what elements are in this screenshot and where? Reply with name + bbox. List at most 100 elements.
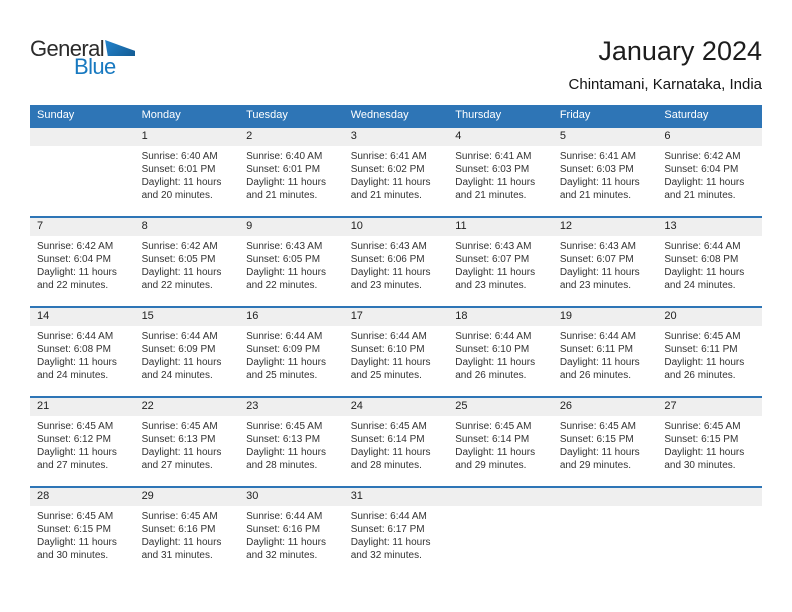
day-details: Sunrise: 6:45 AM Sunset: 6:15 PM Daylight:… xyxy=(553,416,658,472)
topbar: General Blue January 2024 Chintamani, Ka… xyxy=(0,0,792,93)
day-number: 19 xyxy=(552,308,658,326)
sunset-text: Sunset: 6:02 PM xyxy=(350,164,425,175)
sunset-text: Sunset: 6:16 PM xyxy=(246,524,321,535)
day-cell-5: 5 Sunrise: 6:41 AM Sunset: 6:03 PM Daylight… xyxy=(552,126,658,217)
sunset-text: Sunset: 6:07 PM xyxy=(455,254,530,265)
day-cell-9: 9 Sunrise: 6:43 AM Sunset: 6:05 PM Daylight… xyxy=(239,216,344,307)
daylight-text: Daylight: 11 hours and 23 minutes. xyxy=(559,267,640,291)
sunset-text: Sunset: 6:06 PM xyxy=(350,254,425,265)
sunset-text: Sunset: 6:13 PM xyxy=(141,434,216,445)
day-details: Sunrise: 6:45 AM Sunset: 6:11 PM Daylight:… xyxy=(657,326,762,382)
day-number: 15 xyxy=(134,308,240,326)
day-number: 7 xyxy=(30,218,135,236)
daylight-text: Daylight: 11 hours and 27 minutes. xyxy=(37,447,117,471)
day-cell-22: 22 Sunrise: 6:45 AM Sunset: 6:13 PM Dayligh… xyxy=(134,396,240,487)
day-number: 28 xyxy=(30,488,135,506)
day-number: 24 xyxy=(343,398,449,416)
day-cell-15: 15 Sunrise: 6:44 AM Sunset: 6:09 PM Dayligh… xyxy=(134,306,240,397)
logo-text-blue: Blue xyxy=(74,54,116,79)
daylight-text: Daylight: 11 hours and 28 minutes. xyxy=(350,447,431,471)
day-cell-7: 7 Sunrise: 6:42 AM Sunset: 6:04 PM Daylight… xyxy=(30,216,135,307)
day-number: 18 xyxy=(448,308,553,326)
sunrise-text: Sunrise: 6:43 AM xyxy=(246,241,323,252)
sunrise-text: Sunrise: 6:45 AM xyxy=(141,511,218,522)
day-number: 6 xyxy=(657,128,762,146)
sunrise-text: Sunrise: 6:41 AM xyxy=(350,151,427,162)
day-number: 20 xyxy=(657,308,762,326)
daylight-text: Daylight: 11 hours and 32 minutes. xyxy=(246,537,326,561)
day-number: 12 xyxy=(552,218,658,236)
daylight-text: Daylight: 11 hours and 26 minutes. xyxy=(664,357,745,381)
day-number: 25 xyxy=(448,398,553,416)
day-cell-4: 4 Sunrise: 6:41 AM Sunset: 6:03 PM Daylight… xyxy=(448,126,553,217)
daylight-text: Daylight: 11 hours and 29 minutes. xyxy=(559,447,640,471)
day-details: Sunrise: 6:45 AM Sunset: 6:12 PM Daylight:… xyxy=(30,416,135,472)
day-cell-16: 16 Sunrise: 6:44 AM Sunset: 6:09 PM Dayligh… xyxy=(239,306,344,397)
day-number: 13 xyxy=(657,218,762,236)
day-cell-2: 2 Sunrise: 6:40 AM Sunset: 6:01 PM Daylight… xyxy=(239,126,344,217)
week-row: 7 Sunrise: 6:42 AM Sunset: 6:04 PM Daylight… xyxy=(30,216,762,307)
day-number: 2 xyxy=(239,128,344,146)
day-cell-13: 13 Sunrise: 6:44 AM Sunset: 6:08 PM Dayligh… xyxy=(657,216,762,307)
sunrise-text: Sunrise: 6:45 AM xyxy=(664,331,741,342)
daylight-text: Daylight: 11 hours and 31 minutes. xyxy=(141,537,222,561)
sunrise-text: Sunrise: 6:44 AM xyxy=(246,511,323,522)
weekday-header-thursday: Thursday xyxy=(448,105,553,127)
day-cell-11: 11 Sunrise: 6:43 AM Sunset: 6:07 PM Dayligh… xyxy=(448,216,553,307)
day-number: 5 xyxy=(552,128,658,146)
sunset-text: Sunset: 6:01 PM xyxy=(246,164,321,175)
day-details: Sunrise: 6:43 AM Sunset: 6:06 PM Daylight:… xyxy=(344,236,449,292)
day-number: 22 xyxy=(134,398,240,416)
sunrise-text: Sunrise: 6:44 AM xyxy=(37,331,114,342)
sunrise-text: Sunrise: 6:40 AM xyxy=(141,151,218,162)
sunset-text: Sunset: 6:04 PM xyxy=(37,254,111,265)
day-cell-18: 18 Sunrise: 6:44 AM Sunset: 6:10 PM Dayligh… xyxy=(448,306,553,397)
sunset-text: Sunset: 6:17 PM xyxy=(350,524,425,535)
day-details: Sunrise: 6:45 AM Sunset: 6:15 PM Daylight:… xyxy=(30,506,135,562)
sunset-text: Sunset: 6:04 PM xyxy=(664,164,739,175)
day-cell-empty xyxy=(448,486,553,576)
day-details: Sunrise: 6:44 AM Sunset: 6:11 PM Daylight:… xyxy=(553,326,658,382)
sunset-text: Sunset: 6:12 PM xyxy=(37,434,111,445)
day-details: Sunrise: 6:41 AM Sunset: 6:03 PM Daylight:… xyxy=(448,146,553,202)
sunrise-text: Sunrise: 6:45 AM xyxy=(664,421,741,432)
day-number: 9 xyxy=(239,218,344,236)
day-number-empty xyxy=(552,488,658,506)
day-number: 4 xyxy=(448,128,553,146)
sunrise-text: Sunrise: 6:44 AM xyxy=(664,241,741,252)
sunrise-text: Sunrise: 6:44 AM xyxy=(246,331,323,342)
sunrise-text: Sunrise: 6:45 AM xyxy=(37,421,114,432)
sunset-text: Sunset: 6:15 PM xyxy=(664,434,739,445)
location-subtitle: Chintamani, Karnataka, India xyxy=(568,76,762,93)
sunset-text: Sunset: 6:14 PM xyxy=(455,434,530,445)
week-row: 1 Sunrise: 6:40 AM Sunset: 6:01 PM Daylight… xyxy=(30,126,762,217)
day-number: 11 xyxy=(448,218,553,236)
week-row: 14 Sunrise: 6:44 AM Sunset: 6:08 PM Dayligh… xyxy=(30,306,762,397)
day-cell-21: 21 Sunrise: 6:45 AM Sunset: 6:12 PM Dayligh… xyxy=(30,396,135,487)
sunset-text: Sunset: 6:05 PM xyxy=(246,254,321,265)
sunrise-text: Sunrise: 6:41 AM xyxy=(559,151,636,162)
day-cell-12: 12 Sunrise: 6:43 AM Sunset: 6:07 PM Dayligh… xyxy=(552,216,658,307)
daylight-text: Daylight: 11 hours and 21 minutes. xyxy=(455,177,536,201)
daylight-text: Daylight: 11 hours and 21 minutes. xyxy=(246,177,326,201)
day-number: 31 xyxy=(343,488,449,506)
week-row: 28 Sunrise: 6:45 AM Sunset: 6:15 PM Dayligh… xyxy=(30,486,762,576)
day-details: Sunrise: 6:44 AM Sunset: 6:09 PM Daylight:… xyxy=(135,326,240,382)
weekday-header-tuesday: Tuesday xyxy=(239,105,344,127)
sunset-text: Sunset: 6:07 PM xyxy=(559,254,634,265)
sunset-text: Sunset: 6:11 PM xyxy=(664,344,738,355)
daylight-text: Daylight: 11 hours and 26 minutes. xyxy=(455,357,536,381)
sunset-text: Sunset: 6:15 PM xyxy=(37,524,111,535)
sunset-text: Sunset: 6:09 PM xyxy=(246,344,321,355)
day-cell-empty xyxy=(30,126,135,217)
sunrise-text: Sunrise: 6:42 AM xyxy=(664,151,741,162)
day-details: Sunrise: 6:42 AM Sunset: 6:04 PM Daylight:… xyxy=(30,236,135,292)
sunrise-text: Sunrise: 6:43 AM xyxy=(559,241,636,252)
day-cell-empty xyxy=(657,486,762,576)
logo-triangle-icon xyxy=(105,40,136,56)
day-cell-25: 25 Sunrise: 6:45 AM Sunset: 6:14 PM Dayligh… xyxy=(448,396,553,487)
sunset-text: Sunset: 6:03 PM xyxy=(559,164,634,175)
weekday-header-friday: Friday xyxy=(552,105,658,127)
sunrise-text: Sunrise: 6:43 AM xyxy=(350,241,427,252)
